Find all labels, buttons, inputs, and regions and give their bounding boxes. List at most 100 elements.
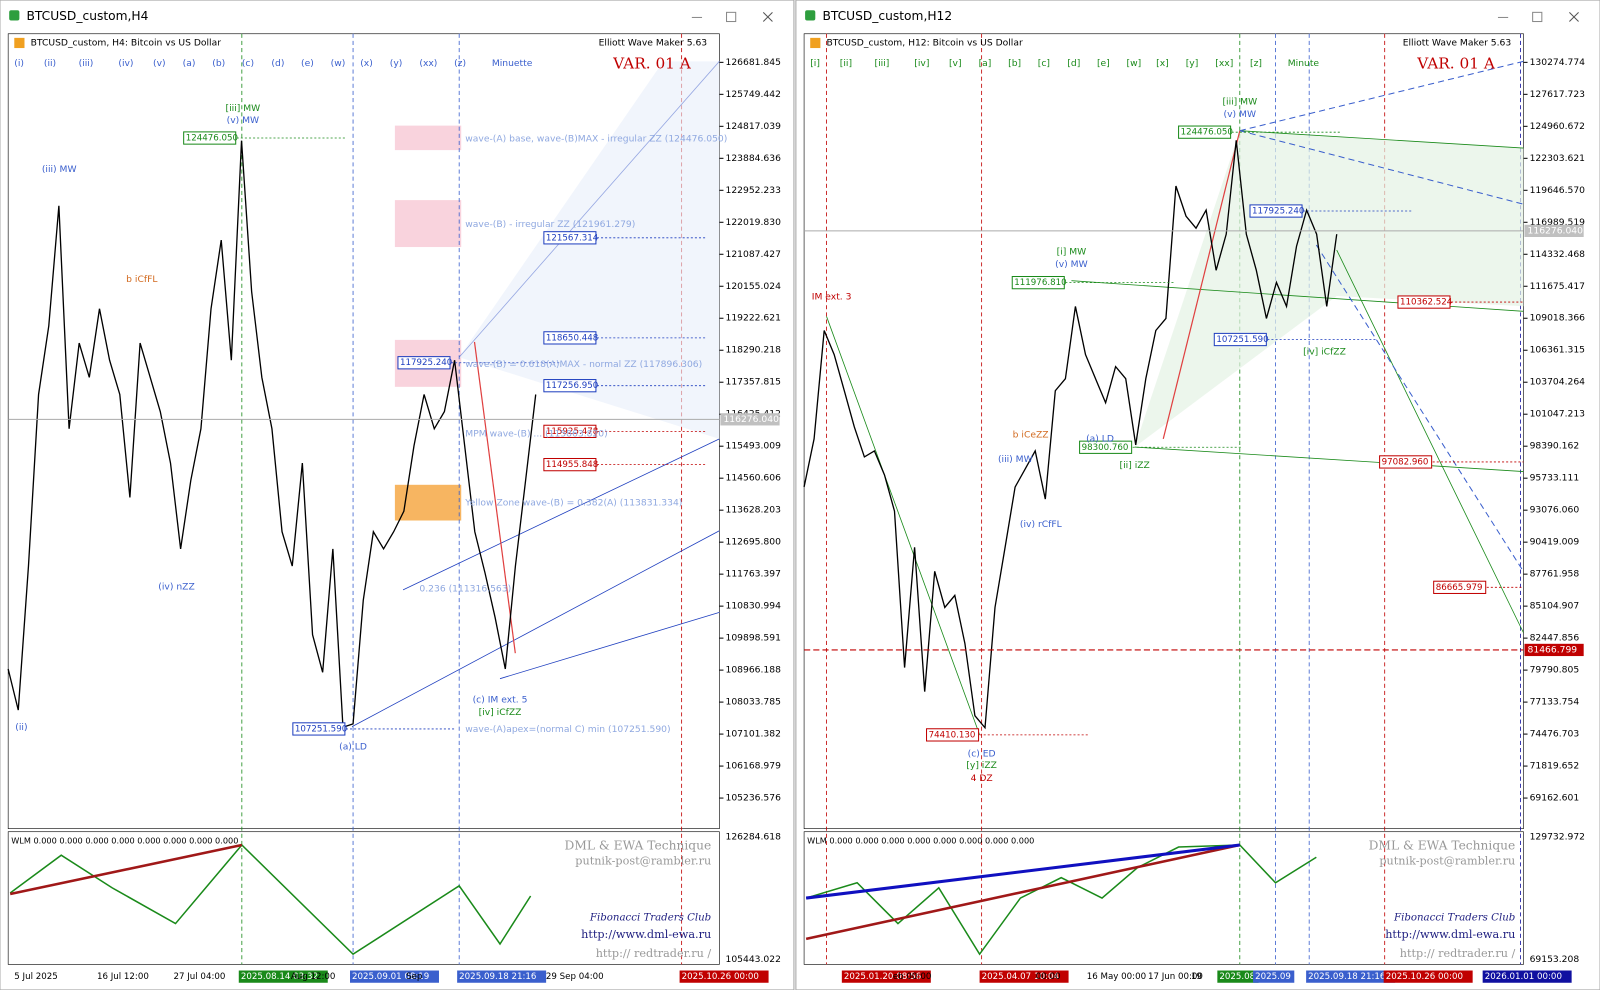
price-tick-label: 116989.519	[1530, 217, 1586, 228]
wave-degree-button[interactable]: (v)	[153, 58, 166, 69]
zone-box	[394, 125, 462, 151]
wave-label: (iii) MW	[998, 454, 1033, 465]
level-tag	[926, 728, 980, 742]
close-button[interactable]	[762, 11, 773, 22]
variant-label: VAR. 01 A	[612, 54, 692, 72]
level-label: 107251.590	[1216, 335, 1268, 345]
wave-degree-button[interactable]: [i]	[810, 58, 820, 69]
price-tick-label: 82447.856	[1530, 633, 1580, 644]
price-tick-label: 125749.442	[726, 89, 781, 100]
wave-degree-button[interactable]: [a]	[979, 58, 992, 69]
wave-label: [iv] iCfZZ	[1303, 347, 1346, 358]
current-price-label: 116276.040	[1528, 225, 1584, 236]
price-tick-label: 120155.024	[726, 281, 782, 292]
wave-label: Yellow Zone wave-(B) = 0.382(A) (113831.…	[464, 498, 682, 509]
time-label: 2025.09.01 08:19	[352, 972, 429, 982]
time-label: 2025.08.14 03:32	[241, 972, 318, 982]
window-icon	[9, 10, 20, 21]
wave-degree-button[interactable]: (c)	[242, 58, 254, 69]
wave-degree-button[interactable]: [c]	[1038, 58, 1050, 69]
wave-degree-button[interactable]: (a)	[183, 58, 196, 69]
wave-label: (a) LD	[339, 742, 367, 753]
credit-text: DML & EWA Technique	[565, 839, 712, 853]
wave-degree-button[interactable]: (y)	[390, 58, 403, 69]
close-button[interactable]	[1569, 11, 1579, 22]
level-tag	[543, 379, 597, 393]
maximize-button[interactable]	[726, 11, 737, 23]
credit-text: http://www.dml-ewa.ru	[1385, 928, 1515, 941]
time-label: 2025.10.26 00:00	[682, 972, 759, 982]
time-marker-box	[979, 970, 1069, 983]
current-price-label: 116276.040	[723, 414, 779, 425]
level-label: 86665.979	[1436, 583, 1483, 593]
level-label: 74410.130	[929, 730, 976, 740]
time-marker-box	[1217, 970, 1259, 983]
wave-degree-button[interactable]: [y]	[1186, 58, 1199, 69]
wave-degree-button[interactable]: (e)	[301, 58, 314, 69]
wave-degree-button[interactable]: [iii]	[874, 58, 889, 69]
wave-label: b iCfFL	[126, 274, 158, 285]
wave-degree-button[interactable]: [z]	[1250, 58, 1262, 69]
wave-degree-button[interactable]: [w]	[1127, 58, 1142, 69]
blue-fan	[1239, 60, 1524, 572]
fib-fan	[459, 61, 720, 439]
level-label: 114955.848	[546, 460, 598, 470]
tool-name: Elliott Wave Maker 5.63	[599, 37, 708, 48]
price-tick-label: 79790.805	[1530, 665, 1580, 676]
price-tick-label: 108033.785	[726, 697, 782, 708]
wave-degree-button[interactable]: (iii)	[79, 58, 94, 69]
wave-degree-button[interactable]: (b)	[212, 58, 225, 69]
wave-degree-button[interactable]: [b]	[1008, 58, 1021, 69]
level-tag	[543, 424, 597, 438]
wave-degree-button[interactable]: [x]	[1156, 58, 1169, 69]
time-marker-box	[350, 970, 439, 983]
credit-text: http:// redtrader.ru /	[1400, 947, 1516, 960]
wave-degree-button[interactable]: (ii)	[44, 58, 56, 69]
wave-degree-button[interactable]: (i)	[14, 58, 24, 69]
wave-degree-button[interactable]: (z)	[454, 58, 466, 69]
wave-degree-button[interactable]: (x)	[360, 58, 373, 69]
wave-degree-button[interactable]: [e]	[1097, 58, 1110, 69]
wave-label: wave-(A) base, wave-(B)MAX - irregular Z…	[465, 133, 727, 144]
wave-label: (v) MW	[1224, 109, 1256, 120]
wave-label: b iCeZZ	[1013, 429, 1049, 440]
price-tick-label: 124817.039	[726, 121, 782, 132]
time-label: 29 Sep 04:00	[546, 972, 604, 982]
current-price-box	[720, 413, 780, 426]
wave-degree-button[interactable]: [iv]	[914, 58, 929, 69]
price-tick-label: 112695.800	[726, 537, 782, 548]
wave-degree-button[interactable]: (d)	[271, 58, 284, 69]
wave-degree-button[interactable]: [d]	[1067, 58, 1080, 69]
level-tag	[1213, 332, 1267, 347]
indicator-tick-label: 105443.022	[726, 954, 781, 965]
wave-degree-button[interactable]: Minuette	[492, 58, 533, 69]
time-label: 00:00	[1036, 972, 1061, 982]
wave-label: (a) LD	[1086, 433, 1114, 444]
level-tag	[1079, 440, 1133, 454]
wave-label: (c) IM ext. 5	[473, 695, 528, 706]
wave-degree-button[interactable]: (w)	[331, 58, 346, 69]
time-label: 2025.10.26 00:00	[1386, 972, 1463, 982]
chart-window: BTCUSD_custom,H12 130274.774 127617.723 124…	[795, 0, 1600, 990]
time-marker-box	[1253, 970, 1295, 983]
time-label: 16 Jul 12:00	[97, 972, 149, 982]
price-tick-label: 109018.366	[1530, 313, 1586, 324]
wave-degree-button[interactable]: Minute	[1288, 58, 1320, 69]
time-label: 27 Jul 04:00	[173, 972, 225, 982]
time-label: 2025.04.07 10:04	[982, 972, 1060, 982]
maximize-button[interactable]	[1532, 11, 1543, 23]
wave-degree-button[interactable]: (iv)	[118, 58, 133, 69]
wave-degree-button[interactable]: [ii]	[840, 58, 852, 69]
wave-label: [i] MW	[1057, 247, 1087, 258]
wave-degree-button[interactable]: [xx]	[1215, 58, 1233, 69]
price-tick-label: 118290.218	[726, 345, 782, 356]
price-tick-label: 105236.576	[726, 793, 782, 804]
price-tick-label: 85104.907	[1530, 601, 1580, 612]
wave-degree-button[interactable]: (xx)	[419, 58, 437, 69]
indicator-trend	[9, 843, 243, 896]
time-label: 2025.09.18 21:16	[459, 972, 536, 982]
wave-degree-button[interactable]: [v]	[949, 58, 962, 69]
credit-text: Fibonacci Traders Club	[1393, 912, 1515, 923]
price-tick-label: 110830.994	[726, 601, 782, 612]
channel-line	[826, 130, 1524, 735]
